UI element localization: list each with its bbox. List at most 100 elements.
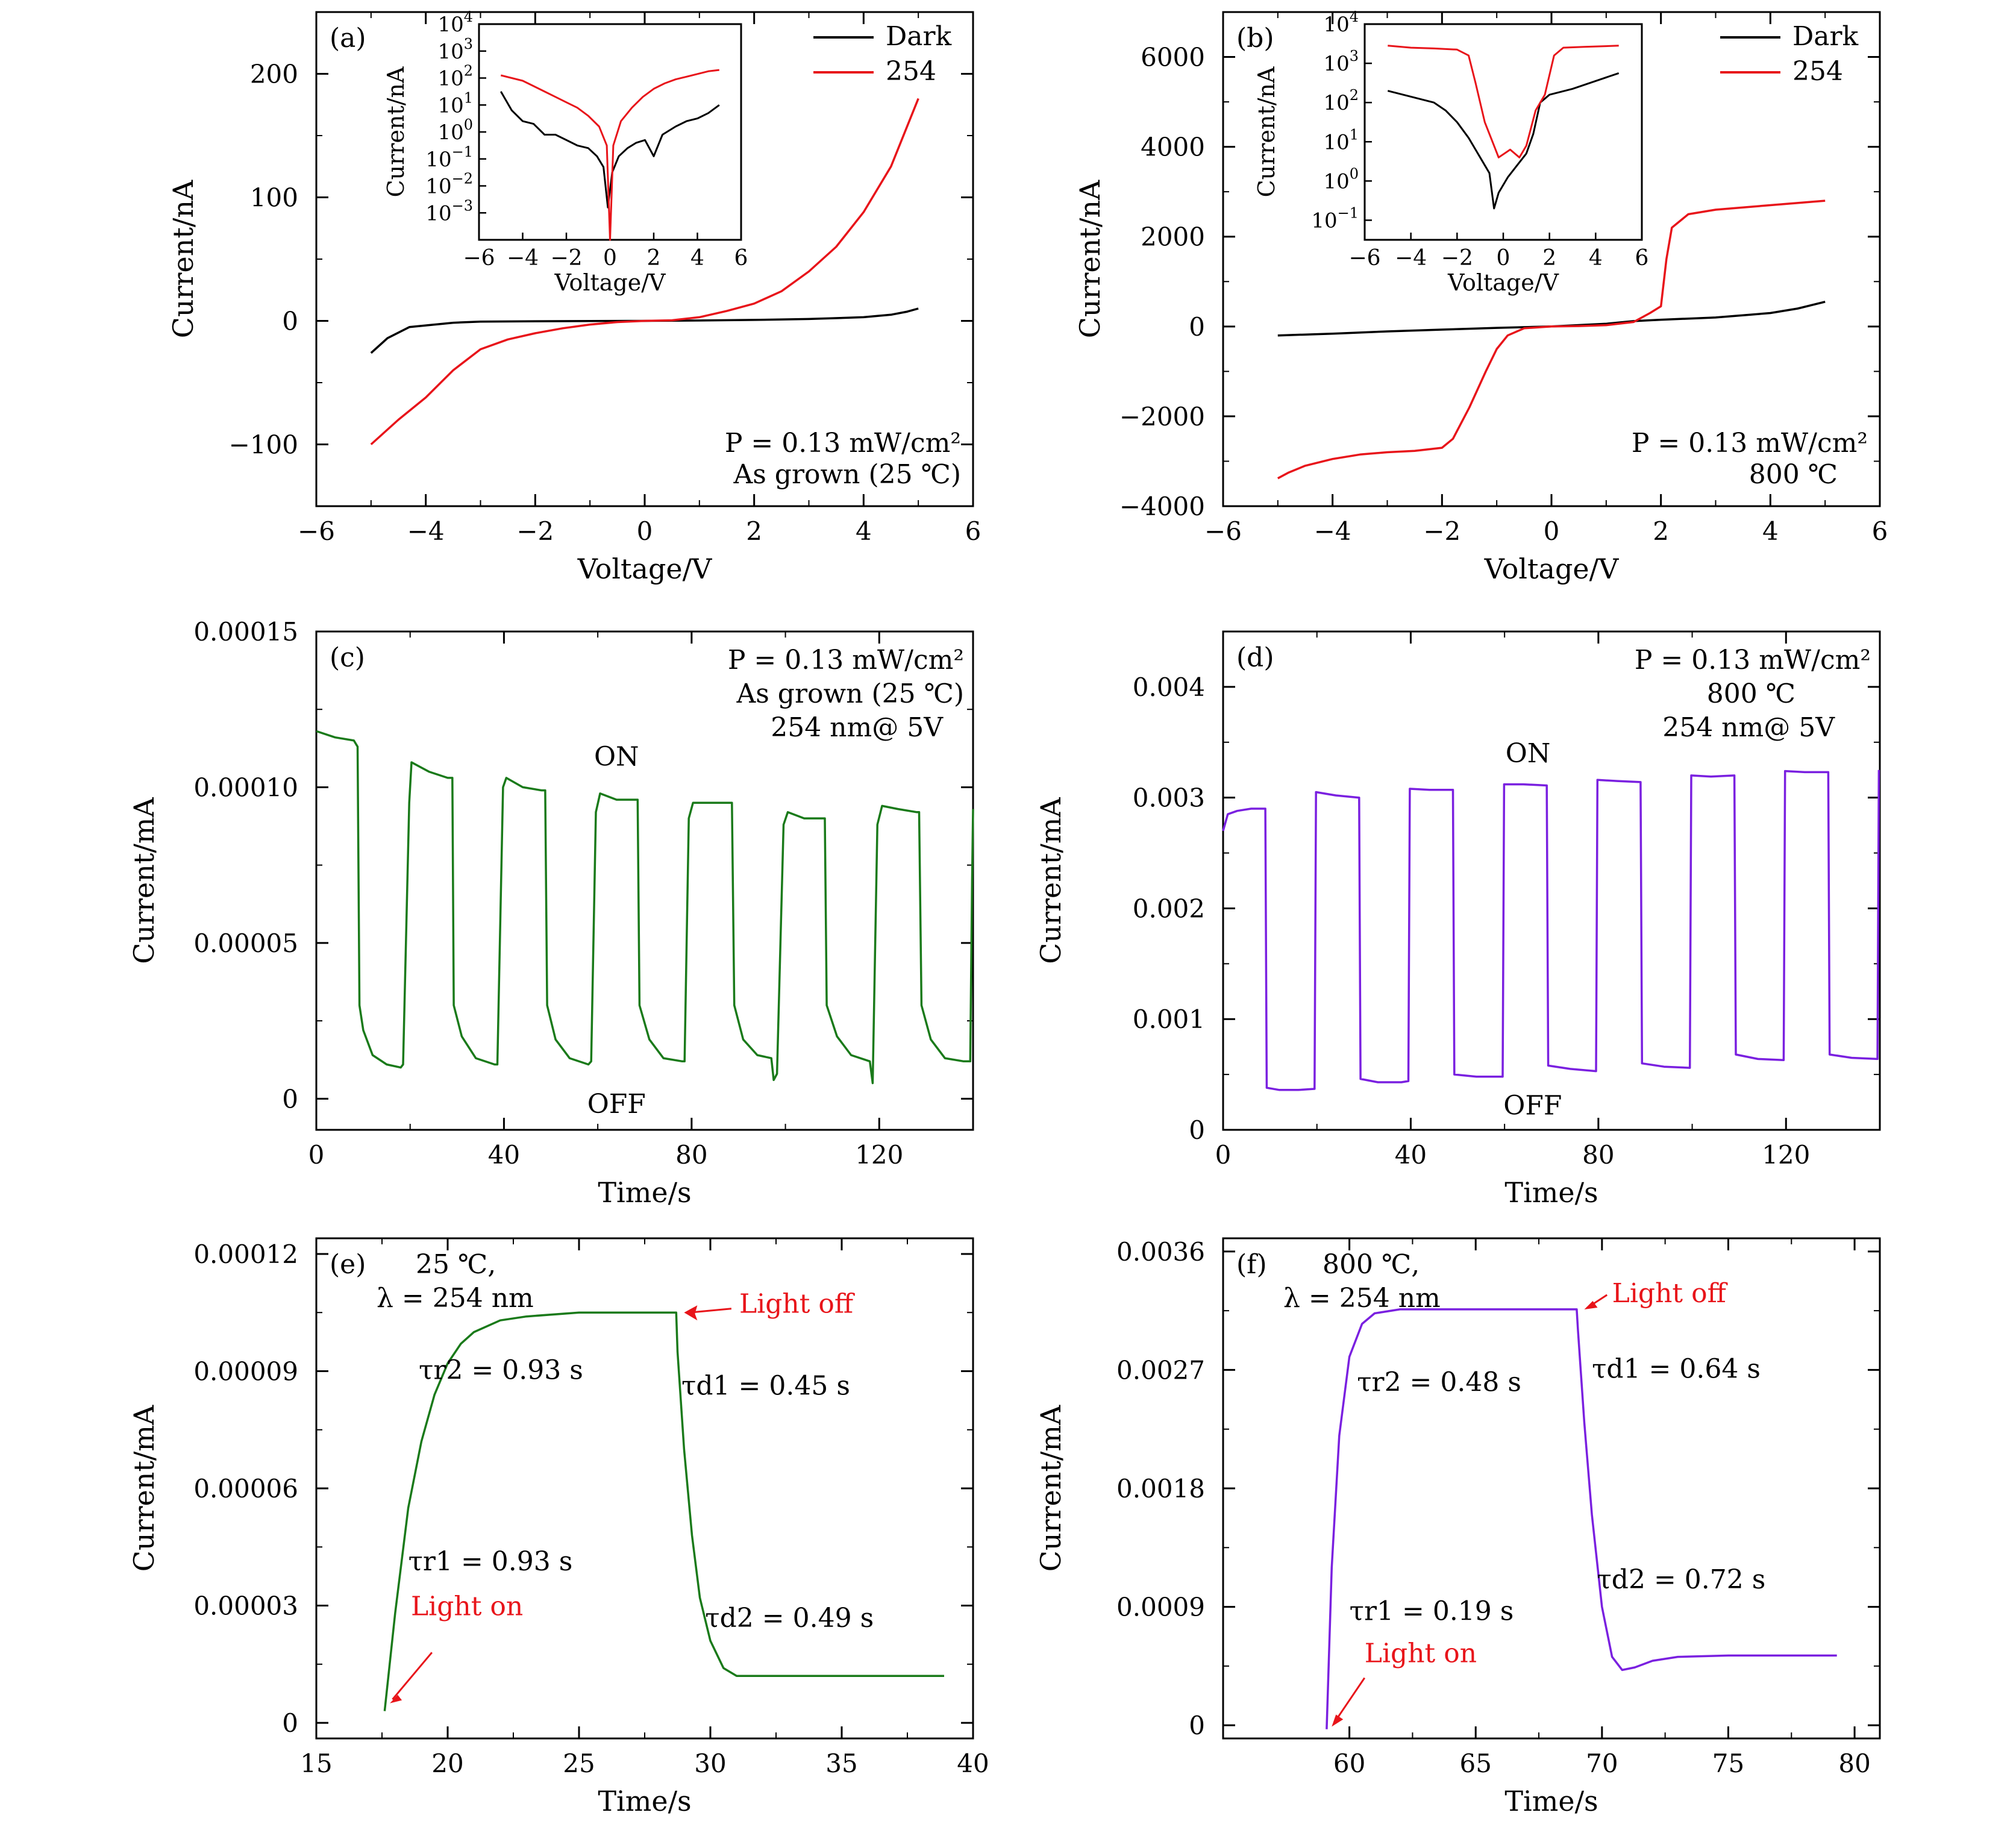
chart-panel-c: 0 40 80 120 0 0.00005 0.00010 0.00015 Time/s Curr… (128, 617, 974, 1209)
inset-x-tick-label: 2 (647, 246, 661, 271)
annotation: τr2 = 0.48 s (1357, 1367, 1521, 1397)
x-tick-label: 4 (1762, 516, 1779, 546)
y-axis-label: Current/nA (1074, 180, 1106, 338)
x-tick-label: −6 (1204, 516, 1242, 546)
x-tick-label: 80 (675, 1140, 707, 1170)
x-tick-label: 6 (965, 516, 981, 546)
inset-x-tick-label: −6 (463, 246, 495, 271)
y-tick-label: 0 (1189, 1115, 1205, 1145)
y-tick-label: 4000 (1141, 133, 1205, 162)
annotation: 25 ℃, (416, 1249, 496, 1280)
inset-x-tick-label: 0 (603, 246, 617, 271)
annotation: P = 0.13 mW/cm² (1635, 645, 1871, 675)
inset-y-tick-exponent: 4 (464, 8, 473, 25)
inset-x-axis-label: Voltage/V (1447, 269, 1559, 296)
inset-y-axis-label: Current/nA (383, 66, 409, 197)
x-axis-label: Voltage/V (577, 553, 712, 585)
inset-y-tick-exponent: 1 (464, 89, 473, 106)
y-axis-label: Current/mA (128, 1405, 160, 1572)
inset-y-tick-exponent: −1 (452, 143, 473, 160)
y-tick-label: 200 (250, 60, 298, 89)
x-tick-label: 15 (300, 1749, 332, 1778)
inset-series-line-Dark (1387, 72, 1620, 210)
inset-y-tick-label: 104 (437, 8, 473, 37)
y-tick-label: 100 (250, 183, 298, 213)
light-off-arrowhead (1584, 1300, 1598, 1309)
annotation: τr1 = 0.19 s (1350, 1596, 1514, 1626)
annotation: P = 0.13 mW/cm² (725, 428, 961, 459)
panel-label: (f) (1236, 1249, 1267, 1280)
inset-x-tick-label: 0 (1497, 246, 1510, 271)
inset-x-tick-label: 6 (1635, 246, 1649, 271)
panel-label: (b) (1236, 23, 1274, 54)
annotation: τd2 = 0.49 s (705, 1603, 874, 1634)
legend-label: Dark (886, 21, 952, 52)
inset-y-tick-label: 102 (437, 63, 473, 91)
inset-x-tick-label: 4 (690, 246, 704, 271)
inset-frame (478, 23, 742, 241)
x-axis-label: Voltage/V (1484, 553, 1619, 585)
x-tick-label: 0 (1215, 1140, 1232, 1170)
inset-y-tick-label: 100 (1323, 165, 1359, 193)
y-tick-label: 0.00006 (193, 1474, 298, 1503)
inset-y-tick-exponent: 2 (1350, 87, 1359, 104)
inset-y-tick-exponent: 0 (464, 116, 473, 133)
inset-series-line-Dark (500, 91, 720, 208)
x-tick-label: 30 (694, 1749, 726, 1778)
x-axis-label: Time/s (1504, 1785, 1598, 1817)
inset-series-line-254 (500, 69, 719, 241)
annotation: τr1 = 0.93 s (409, 1546, 573, 1577)
inset-x-tick-label: −2 (550, 246, 582, 271)
y-tick-label: 0.00003 (193, 1591, 298, 1621)
annotation: 254 nm@ 5V (771, 712, 944, 743)
annotation: τd1 = 0.64 s (1592, 1354, 1761, 1385)
annotation: Light off (739, 1288, 855, 1319)
x-tick-label: 0 (308, 1140, 325, 1170)
x-tick-label: 0 (637, 516, 653, 546)
panel-label: (a) (330, 23, 366, 54)
light-off-arrowhead (684, 1305, 698, 1321)
x-tick-label: 40 (1395, 1140, 1427, 1170)
series-line-Dark (370, 307, 919, 354)
y-tick-label: 6000 (1141, 43, 1205, 72)
x-tick-label: 120 (855, 1140, 903, 1170)
x-tick-label: 75 (1712, 1749, 1744, 1778)
chart-panel-b: −6 −4 −2 0 2 4 6 −4000 −2000 0 2000 4000 6000 Voltage… (1074, 8, 1888, 585)
annotation: τd1 = 0.45 s (681, 1370, 850, 1401)
inset-y-tick-label: 104 (1323, 8, 1359, 37)
y-tick-label: 0.00010 (193, 773, 298, 802)
x-tick-label: 35 (825, 1749, 857, 1778)
inset-y-tick-exponent: −1 (1338, 204, 1359, 221)
y-tick-label: 0 (282, 1084, 298, 1114)
annotation: Light off (1612, 1278, 1728, 1309)
x-tick-label: 120 (1762, 1140, 1810, 1170)
annotation: ON (594, 741, 639, 772)
y-tick-label: 0.00012 (193, 1240, 298, 1269)
chart-panel-a: −6 −4 −2 0 2 4 6−1000100200Voltage/VCurrent/nA… (167, 8, 981, 585)
y-tick-label: 0.004 (1133, 672, 1205, 702)
annotation: P = 0.13 mW/cm² (728, 645, 964, 675)
panel-label: (e) (330, 1249, 366, 1280)
legend-label: 254 (1792, 56, 1843, 87)
inset-y-axis-label: Current/nA (1253, 66, 1280, 197)
inset-chart: −6 −4 −2 0 2 4 610−1100101102103104Voltage/VCu… (1253, 8, 1648, 296)
annotation: Light on (411, 1591, 523, 1622)
inset-y-tick-label: 10−1 (1311, 204, 1359, 233)
x-tick-label: 80 (1582, 1140, 1614, 1170)
annotation: ON (1506, 738, 1551, 769)
series-line-Dark (1277, 301, 1826, 337)
inset-chart: −6 −4 −2 0 2 4 610−310−210−1100101102103104Vol… (383, 8, 748, 296)
inset-y-tick-exponent: 0 (1350, 165, 1359, 182)
inset-y-tick-label: 10−3 (425, 197, 473, 225)
inset-y-tick-exponent: 3 (1350, 48, 1359, 64)
legend-label: 254 (886, 56, 936, 87)
x-axis-label: Time/s (598, 1785, 691, 1817)
y-tick-label: 0.00005 (193, 929, 298, 958)
chart-panel-e: 15 20 25 30 35 40 0 0.00003 0.00006 0.00009 0.0001… (128, 1237, 989, 1817)
x-tick-label: 70 (1586, 1749, 1618, 1778)
y-tick-label: 0.003 (1133, 783, 1205, 813)
panel-label: (d) (1236, 642, 1274, 673)
inset-y-tick-label: 100 (437, 116, 473, 145)
y-tick-label: 0.001 (1133, 1005, 1205, 1034)
